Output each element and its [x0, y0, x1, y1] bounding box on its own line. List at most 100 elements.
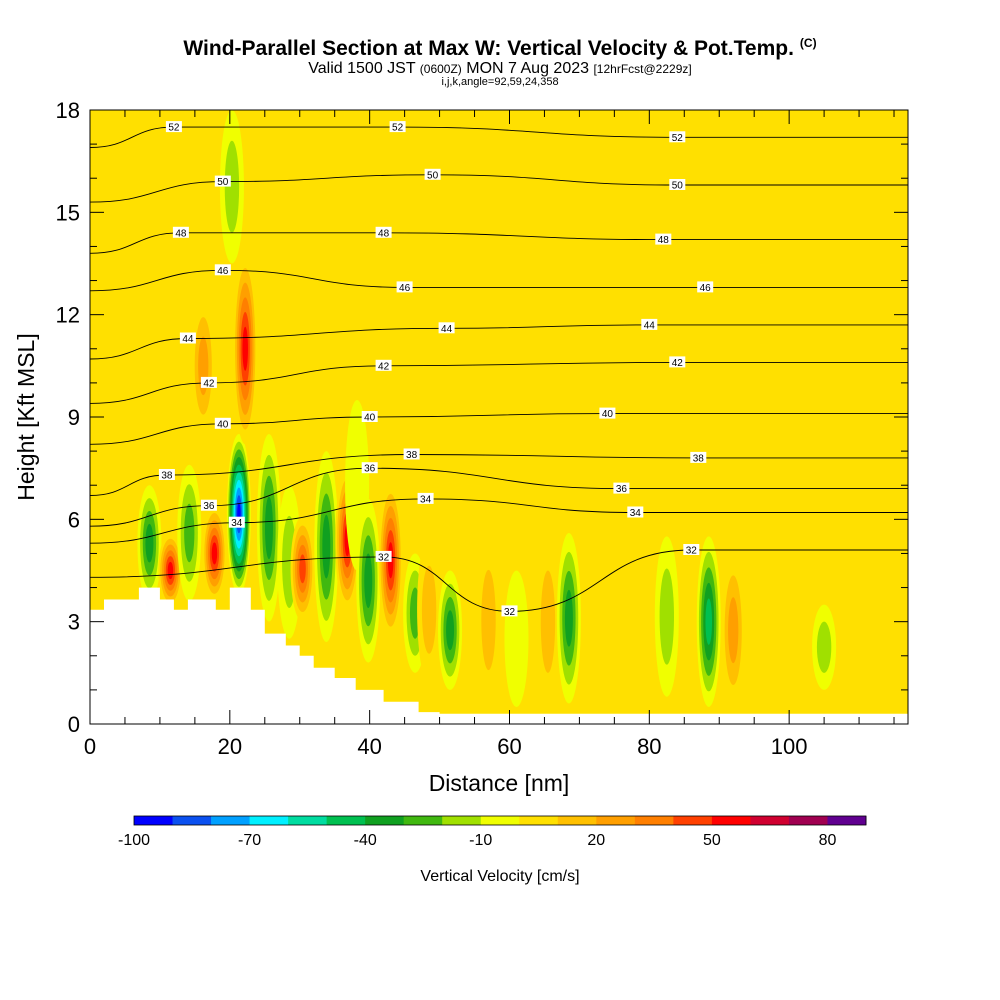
pot-temp-contour-44 — [90, 324, 908, 360]
copyright-mark: (C) — [799, 36, 817, 50]
contour-label-text: 50 — [427, 170, 439, 181]
contour-label: 48 — [172, 226, 189, 239]
contour-label-bg — [361, 411, 378, 422]
y-tick-label: 0 — [68, 712, 80, 737]
colorbar-title: Vertical Velocity [cm/s] — [420, 868, 579, 885]
velocity-cell-level — [421, 565, 437, 654]
chart-subtitle: Valid 1500 JST (0600Z) MON 7 Aug 2023 [1… — [0, 60, 1000, 78]
colorbar-tick-label: -100 — [118, 832, 150, 849]
colorbar-swatch — [480, 816, 520, 825]
contour-label-bg — [375, 550, 392, 562]
velocity-cell — [226, 434, 251, 595]
contour-label-text: 52 — [392, 123, 404, 134]
velocity-cell — [556, 532, 581, 704]
grid-indices: i,j,k,angle=92,59,24,358 — [441, 76, 559, 88]
velocity-cell-level — [564, 589, 573, 647]
y-tick-label: 3 — [68, 610, 80, 635]
contour-label-text: 48 — [378, 228, 390, 239]
contour-label-text: 42 — [378, 361, 390, 372]
velocity-cell-level — [728, 597, 739, 664]
colorbar-swatch — [172, 816, 212, 825]
contour-label: 48 — [375, 226, 392, 239]
velocity-cell — [602, 502, 627, 690]
contour-label: 42 — [200, 376, 217, 389]
contour-label: 42 — [669, 356, 686, 369]
colorbar-swatch — [134, 816, 174, 825]
velocity-cell — [812, 604, 837, 690]
colorbar-frame — [133, 815, 867, 826]
velocity-cell — [535, 536, 560, 707]
contour-label: 52 — [669, 131, 686, 144]
valid-date: MON 7 Aug 2023 — [466, 60, 590, 77]
velocity-cell-level — [540, 570, 556, 673]
pot-temp-contour-48 — [90, 232, 908, 254]
velocity-cell-level — [184, 503, 195, 563]
colorbar-tick-label: 20 — [587, 832, 605, 849]
colorbar-swatch — [211, 816, 251, 825]
x-tick-label: 0 — [84, 734, 96, 759]
contour-label-bg — [375, 226, 392, 238]
colorbar-swatch — [711, 816, 751, 825]
contour-label-bg — [690, 451, 707, 463]
velocity-cell-level — [211, 542, 218, 565]
velocity-cell-level — [145, 523, 154, 563]
contour-label-bg — [403, 448, 420, 460]
valid-time: Valid 1500 JST — [308, 60, 416, 77]
contour-label-bg — [641, 318, 658, 330]
velocity-cell-level — [679, 110, 704, 417]
contour-label: 32 — [375, 550, 392, 563]
contour-label: 36 — [200, 499, 217, 512]
contour-label: 46 — [697, 281, 714, 294]
contour-label-bg — [396, 281, 413, 293]
contour-label-text: 32 — [686, 546, 698, 557]
contour-label-text: 34 — [231, 518, 243, 529]
contour-label-text: 40 — [364, 413, 376, 424]
velocity-cell — [314, 451, 339, 643]
contour-label: 44 — [641, 318, 658, 331]
velocity-cell-level — [224, 140, 240, 233]
velocity-cell — [696, 536, 721, 707]
contour-label-bg — [669, 131, 686, 143]
contour-label: 44 — [438, 322, 455, 335]
contour-label-bg — [697, 281, 714, 293]
contour-label-bg — [627, 506, 644, 518]
chart-title-text: Wind-Parallel Section at Max W: Vertical… — [183, 37, 794, 60]
contour-label-bg — [501, 605, 518, 617]
contour-label: 32 — [501, 605, 518, 618]
colorbar-swatch — [557, 816, 597, 825]
colorbar-swatch — [365, 816, 405, 825]
contour-label: 52 — [389, 121, 406, 134]
contour-label-text: 38 — [161, 471, 173, 482]
contour-label: 40 — [361, 411, 378, 424]
velocity-cell — [721, 553, 746, 707]
contour-label-bg — [165, 121, 182, 133]
colorbar-swatch — [249, 816, 289, 825]
velocity-cell-level — [602, 502, 627, 690]
colorbar-tick-label: -40 — [354, 832, 377, 849]
contour-label-text: 50 — [672, 181, 684, 192]
x-tick-label: 80 — [637, 734, 661, 759]
contour-label-bg — [172, 226, 189, 238]
contour-label-text: 52 — [672, 133, 684, 144]
pot-temp-contour-34 — [90, 498, 908, 544]
contour-label-bg — [375, 359, 392, 371]
contour-label: 52 — [165, 121, 182, 134]
terrain-mask — [90, 587, 908, 724]
valid-time-utc: (0600Z) — [419, 62, 462, 76]
velocity-cell — [290, 515, 315, 622]
y-tick-label: 15 — [56, 200, 80, 225]
vertical-velocity-field — [137, 110, 886, 711]
x-tick-label: 20 — [218, 734, 242, 759]
colorbar-swatch — [519, 816, 559, 825]
x-tick-label: 100 — [771, 734, 808, 759]
contour-label: 50 — [214, 175, 231, 188]
contour-label-bg — [389, 121, 406, 133]
contour-label-text: 48 — [658, 235, 670, 246]
pot-temp-contour-36 — [90, 467, 908, 527]
contour-label: 46 — [214, 264, 231, 277]
contour-label-bg — [599, 407, 616, 419]
colorbar-tick-label: 80 — [819, 832, 837, 849]
velocity-cell-level — [659, 568, 674, 665]
contour-label-text: 52 — [168, 123, 180, 134]
contour-label-text: 46 — [700, 283, 712, 294]
